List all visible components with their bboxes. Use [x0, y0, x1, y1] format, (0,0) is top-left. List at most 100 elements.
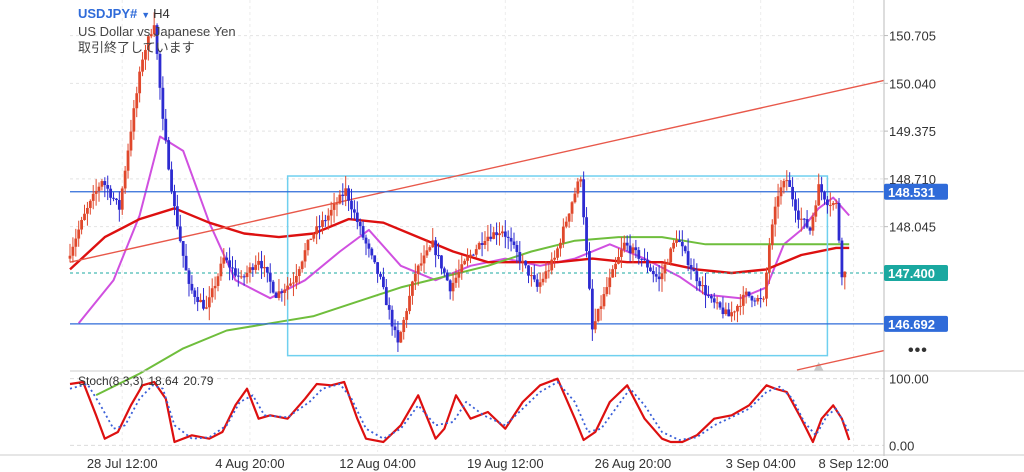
candle-body	[576, 181, 580, 194]
candle-body	[483, 241, 487, 245]
x-tick-label: 19 Aug 12:00	[467, 456, 544, 471]
candle-body	[756, 298, 760, 302]
candle-body	[332, 203, 336, 210]
candle-body	[268, 272, 272, 282]
candle-body	[323, 220, 327, 222]
y-tick-label: 149.375	[889, 124, 936, 139]
candle-body	[431, 240, 435, 248]
candle-body	[509, 237, 513, 242]
candle-body	[596, 308, 600, 322]
candle-body	[495, 232, 498, 236]
candle-body	[440, 255, 443, 269]
candle-body	[367, 243, 371, 249]
symbol-label[interactable]: USDJPY#	[78, 6, 138, 21]
candle-body	[834, 203, 838, 205]
timeframe-label[interactable]: H4	[153, 6, 170, 21]
symbol-title[interactable]: USDJPY# ▼ H4	[78, 6, 170, 23]
candle-body	[222, 257, 226, 264]
candle-body	[521, 260, 525, 262]
stoch-tick-label: 100.00	[889, 372, 929, 387]
candle-body	[776, 196, 780, 207]
candle-body	[251, 267, 255, 270]
candle-body	[799, 218, 803, 220]
candle-body	[286, 285, 290, 290]
candle-body	[271, 281, 275, 293]
x-tick-label: 12 Aug 04:00	[339, 456, 416, 471]
candle-body	[532, 275, 536, 280]
range-rectangle	[286, 175, 829, 371]
candle-body	[204, 307, 208, 309]
candle-body	[550, 259, 554, 271]
candle-body	[248, 267, 252, 273]
candle-body	[355, 212, 359, 223]
candle-body	[239, 276, 243, 278]
trendlines	[69, 79, 885, 371]
stochastic-lines	[69, 377, 851, 444]
candle-body	[666, 262, 670, 265]
candle-body	[158, 53, 162, 88]
moving-average-line	[95, 236, 850, 396]
candle-body	[297, 269, 301, 277]
candle-body	[228, 260, 232, 268]
symbol-dropdown-icon[interactable]: ▼	[141, 10, 151, 20]
candle-body	[71, 246, 75, 256]
x-tick-label: 3 Sep 04:00	[726, 456, 796, 471]
candle-body	[274, 292, 278, 298]
x-tick-label: 4 Aug 20:00	[215, 456, 284, 471]
candle-body	[698, 281, 702, 287]
candle-body	[701, 285, 705, 287]
candle-body	[715, 302, 719, 304]
candle-body	[553, 257, 557, 260]
x-tick-label: 28 Jul 12:00	[87, 456, 158, 471]
candle-body	[123, 170, 127, 189]
candle-body	[199, 299, 202, 303]
candle-body	[820, 184, 824, 193]
candle-body	[167, 140, 171, 170]
candle-body	[135, 93, 139, 109]
candle-body	[350, 200, 353, 210]
candle-body	[399, 332, 403, 343]
stoch-signal-value: 20.79	[183, 374, 214, 388]
candle-body	[680, 242, 684, 247]
candle-body	[181, 241, 185, 256]
candle-body	[138, 71, 142, 94]
candle-body	[646, 259, 649, 268]
candle-body	[196, 296, 200, 303]
more-options-icon[interactable]: •••	[908, 342, 928, 359]
candle-body	[245, 272, 249, 278]
candle-body	[376, 262, 380, 274]
candle-body	[489, 236, 493, 239]
candle-body	[370, 248, 374, 256]
candle-body	[283, 289, 287, 293]
candle-body	[352, 209, 356, 213]
candle-body	[419, 263, 423, 266]
stoch-grid	[70, 378, 884, 446]
candle-body	[292, 282, 295, 284]
candle-body	[213, 285, 217, 289]
candle-body	[361, 226, 365, 238]
candle-body	[106, 185, 110, 189]
candle-body	[393, 326, 397, 331]
price-labels: 148.531 147.400 146.692	[884, 183, 948, 332]
candle-body	[561, 226, 565, 243]
candle-body	[608, 277, 612, 288]
candle-body	[773, 206, 777, 225]
candle-body	[660, 273, 664, 280]
candle-body	[547, 270, 551, 272]
candle-body	[396, 330, 400, 343]
candles	[68, 12, 847, 352]
candle-body	[161, 87, 165, 119]
candle-body	[811, 216, 815, 231]
candle-body	[767, 245, 771, 273]
candle-body	[582, 179, 586, 218]
candle-body	[451, 282, 455, 292]
candle-body	[782, 181, 786, 188]
price-label-box	[884, 265, 948, 282]
time-marker-icon	[813, 362, 824, 371]
price-label-text: 146.692	[888, 317, 935, 332]
candle-body	[254, 264, 258, 270]
candle-body	[794, 199, 797, 211]
candle-body	[442, 268, 446, 273]
